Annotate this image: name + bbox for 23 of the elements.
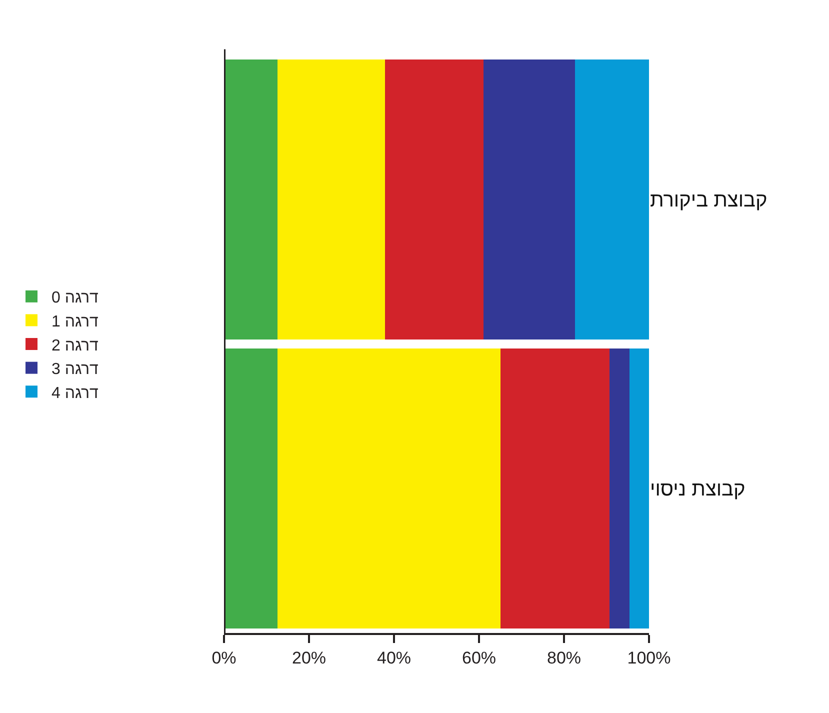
bar <box>278 348 501 629</box>
x-tick-label: 100% <box>627 648 671 668</box>
x-tick-label: 60% <box>462 648 496 668</box>
bar <box>278 59 386 340</box>
x-tick-label: 40% <box>376 648 412 668</box>
bar <box>500 348 610 629</box>
bar <box>224 59 278 340</box>
bar <box>224 348 278 629</box>
legend-label: דרגה 3 <box>52 361 99 378</box>
y-tick-label: קבוצת ביקורת <box>650 190 768 212</box>
x-tick-label: 0% <box>212 648 236 668</box>
legend-label: דרגה 2 <box>52 337 99 354</box>
x-tick-label: 20% <box>292 648 326 668</box>
bar <box>575 59 649 340</box>
bar <box>385 59 484 340</box>
legend-label: דרגה 0 <box>52 290 99 307</box>
x-tick-label: 80% <box>546 648 582 668</box>
y-tick-label: קבוצת ניסוי <box>650 478 746 500</box>
legend-label: דרגה 4 <box>52 384 99 402</box>
legend-label: דרגה 1 <box>52 313 99 330</box>
bar <box>484 59 576 340</box>
bar <box>609 348 630 629</box>
bar <box>629 348 649 629</box>
